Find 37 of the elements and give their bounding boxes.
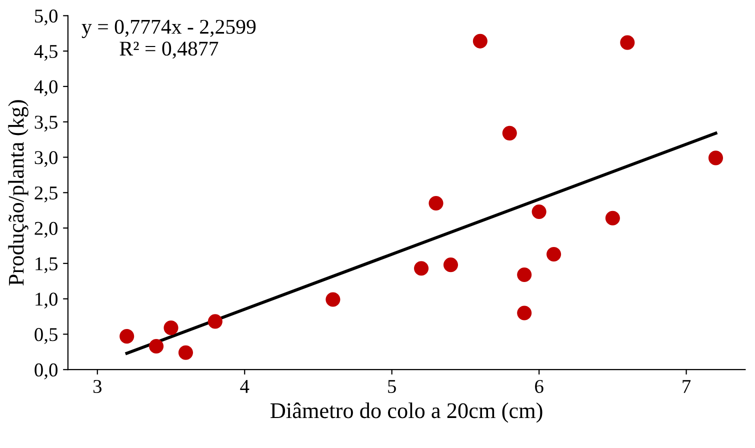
point bbox=[708, 150, 724, 166]
x-tick-label: 7 bbox=[682, 380, 691, 393]
point bbox=[517, 267, 532, 282]
y-tick-label: 0,0 bbox=[34, 363, 58, 380]
y-tick-label: 3,0 bbox=[34, 151, 58, 167]
point bbox=[164, 320, 178, 336]
point bbox=[443, 258, 458, 272]
point bbox=[178, 345, 194, 360]
y-tick-label: 3,5 bbox=[34, 116, 58, 132]
y-tick-label: 4,5 bbox=[34, 45, 58, 61]
annotation: y = 0,7774x - 2,2599 R² = 0,4877 bbox=[82, 20, 256, 59]
x-tick-label: 5 bbox=[388, 380, 396, 394]
point bbox=[546, 246, 562, 262]
x-tick-label: 6 bbox=[535, 380, 544, 394]
y-tick-label: 2,0 bbox=[34, 222, 58, 238]
y-tick-label: 1,0 bbox=[36, 292, 58, 309]
y-tick-label: 4,0 bbox=[34, 80, 58, 96]
point bbox=[532, 204, 546, 220]
point bbox=[208, 314, 222, 329]
point bbox=[620, 35, 635, 50]
x-tick-label: 3 bbox=[93, 380, 102, 394]
point bbox=[472, 34, 488, 48]
point bbox=[149, 338, 164, 354]
x-axis-title: Diâmetro do colo a 20cm (cm) bbox=[270, 402, 542, 423]
point bbox=[605, 210, 620, 226]
y-axis-title: Produção/planta (kg) bbox=[8, 100, 28, 286]
y-tick-label: 0,5 bbox=[34, 328, 58, 344]
y-tick-label: 5,0 bbox=[35, 9, 58, 26]
point bbox=[120, 329, 134, 344]
point bbox=[326, 292, 340, 307]
x-tick-label: 4 bbox=[240, 380, 250, 393]
y-tick-label: 2,5 bbox=[34, 186, 58, 202]
y-tick-label: 1,5 bbox=[36, 257, 58, 274]
point bbox=[414, 261, 429, 276]
point bbox=[502, 126, 517, 140]
point bbox=[428, 196, 444, 211]
point bbox=[517, 306, 532, 320]
